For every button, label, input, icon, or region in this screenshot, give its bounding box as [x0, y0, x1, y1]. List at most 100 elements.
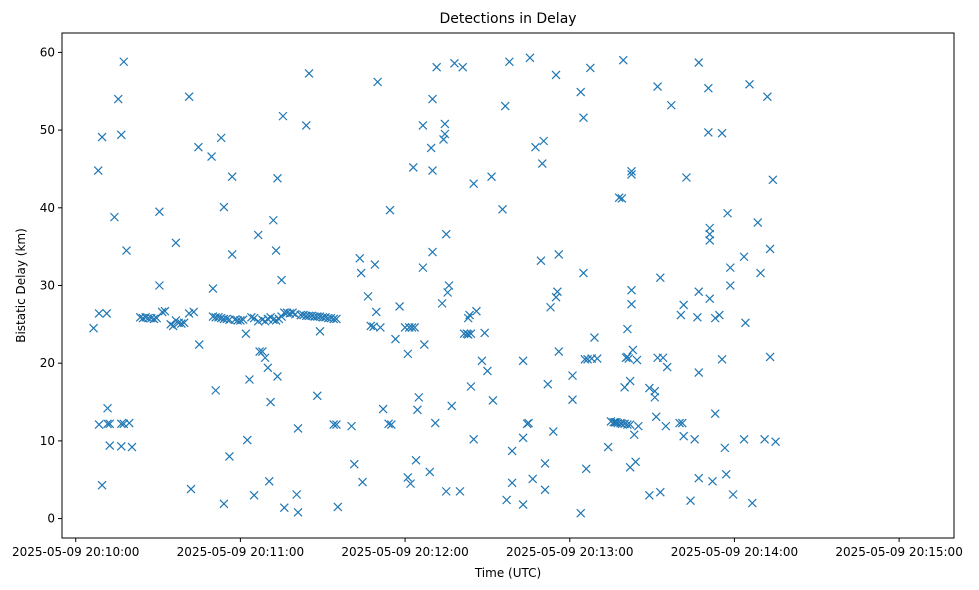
chart-title: Detections in Delay	[439, 11, 576, 27]
data-point	[548, 427, 558, 436]
y-tick-label: 30	[40, 279, 55, 293]
data-point	[219, 499, 229, 509]
data-point	[329, 420, 339, 429]
data-point	[216, 133, 226, 143]
data-point	[211, 385, 221, 395]
data-point	[268, 215, 278, 225]
data-point	[288, 308, 297, 318]
data-point	[469, 434, 479, 444]
data-point	[432, 62, 442, 72]
data-point	[93, 166, 103, 175]
data-point	[487, 172, 496, 182]
x-tick-label: 2025-05-09 20:10:00	[12, 545, 139, 559]
data-point	[714, 310, 724, 320]
data-point	[193, 142, 203, 152]
data-point	[373, 77, 383, 87]
data-point	[498, 204, 507, 214]
data-point	[675, 418, 684, 428]
data-point	[627, 166, 636, 176]
data-point	[721, 469, 731, 479]
data-point	[271, 246, 281, 255]
y-tick-label: 40	[40, 201, 55, 215]
data-point	[540, 458, 550, 468]
data-point	[116, 419, 126, 429]
data-point	[370, 260, 380, 269]
data-point	[568, 371, 577, 381]
data-point	[384, 419, 394, 429]
data-point	[705, 223, 715, 233]
data-point	[293, 424, 303, 433]
data-point	[768, 175, 778, 185]
data-point	[358, 477, 367, 487]
data-point	[469, 179, 479, 189]
data-point	[500, 101, 510, 111]
data-point	[739, 434, 749, 444]
data-point	[149, 314, 159, 324]
data-point	[155, 281, 164, 290]
data-point	[592, 354, 602, 363]
data-point	[482, 366, 492, 376]
data-point	[109, 212, 119, 222]
data-point	[455, 486, 465, 496]
data-point	[644, 490, 654, 500]
data-point	[710, 313, 720, 323]
data-point	[171, 238, 181, 248]
data-point	[235, 316, 245, 325]
data-point	[441, 229, 451, 239]
data-point	[679, 431, 689, 441]
data-point	[242, 435, 252, 445]
data-point	[518, 433, 528, 443]
data-point	[410, 323, 420, 332]
data-point	[304, 68, 314, 78]
data-point	[222, 314, 232, 324]
data-point	[279, 503, 289, 513]
data-point	[504, 57, 514, 67]
data-point	[472, 306, 481, 316]
y-tick-label: 10	[40, 434, 55, 448]
data-point	[463, 313, 473, 323]
data-point	[507, 446, 517, 456]
data-point	[725, 263, 735, 273]
data-point	[227, 249, 237, 259]
data-point	[347, 421, 356, 431]
data-point	[622, 324, 632, 334]
data-point	[315, 326, 325, 336]
data-point	[740, 318, 750, 328]
data-point	[249, 490, 259, 500]
data-point	[292, 490, 302, 499]
data-point	[681, 173, 691, 182]
data-point	[480, 328, 490, 338]
data-point	[263, 363, 273, 373]
data-point	[105, 419, 115, 429]
data-point	[650, 386, 660, 396]
data-point	[629, 430, 639, 440]
data-point	[277, 312, 286, 322]
data-point	[119, 57, 129, 67]
data-point	[627, 169, 636, 179]
data-point	[97, 480, 107, 490]
data-point	[105, 441, 115, 450]
data-point	[771, 437, 781, 447]
data-point	[440, 119, 450, 129]
data-point	[166, 319, 176, 329]
plot-frame	[61, 32, 955, 539]
data-point	[590, 333, 599, 342]
y-axis-label: Bistatic Delay (km)	[14, 228, 28, 343]
data-point	[632, 355, 642, 365]
data-point	[488, 396, 498, 405]
data-point	[179, 318, 189, 328]
data-point	[717, 128, 727, 138]
data-point	[371, 307, 381, 317]
data-point	[614, 193, 624, 203]
data-point	[760, 434, 770, 444]
data-point	[241, 329, 251, 339]
data-point	[363, 291, 373, 301]
x-axis-ticks: 2025-05-09 20:10:00 2025-05-09 20:11:00 20…	[12, 538, 963, 559]
data-point	[725, 281, 735, 290]
y-tick-label: 20	[40, 356, 55, 370]
data-point	[465, 310, 474, 320]
data-point	[194, 340, 204, 349]
data-point	[694, 473, 704, 483]
data-point	[122, 246, 131, 255]
data-point	[747, 498, 757, 508]
